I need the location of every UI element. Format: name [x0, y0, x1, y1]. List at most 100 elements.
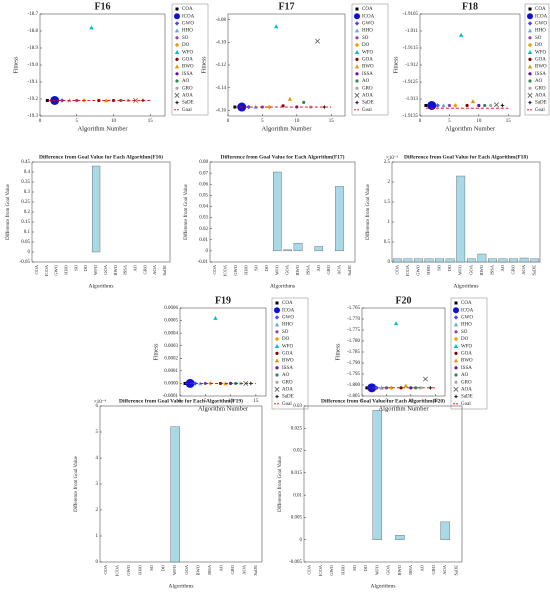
marker — [354, 21, 360, 26]
legend-label: AO — [182, 79, 190, 84]
bar — [466, 258, 476, 263]
x-tick-label: DO — [264, 264, 269, 271]
legend-label: SaDE — [362, 101, 374, 106]
marker — [275, 301, 279, 305]
marker — [355, 72, 359, 76]
x-tick-label: 0 — [361, 399, 364, 404]
marker — [322, 104, 327, 110]
legend-label: GOA — [535, 58, 546, 63]
y-axis-label: Fitness — [393, 56, 399, 74]
bar — [530, 258, 540, 263]
y-tick-label: -4.12 — [216, 63, 227, 68]
y-tick-label: 0.01 — [293, 493, 302, 498]
x-tick-label: 5 — [448, 119, 451, 124]
x-tick-label: 5 — [204, 399, 207, 404]
chart-title: F18 — [462, 1, 478, 12]
marker — [493, 102, 499, 108]
bar — [440, 521, 450, 540]
x-tick-label: ICOA — [223, 264, 228, 276]
marker — [367, 383, 377, 393]
legend-label: SaDE — [282, 395, 294, 400]
marker — [527, 92, 533, 98]
marker — [453, 336, 459, 342]
x-axis-label: Algorithms — [88, 283, 113, 289]
marker — [59, 98, 65, 103]
x-tick-label: GOA — [285, 264, 290, 274]
marker — [454, 301, 458, 305]
y-tick-label: 0 — [206, 249, 209, 254]
legend-label: WFO — [461, 344, 473, 349]
marker — [458, 32, 464, 37]
x-tick-label: BWO — [195, 564, 200, 575]
y-tick-label: -0.0001 — [163, 394, 179, 399]
marker — [274, 358, 280, 363]
x-tick-label: AO — [500, 264, 505, 271]
y-tick-label: 0.3 — [24, 190, 31, 195]
x-tick-label: COA — [394, 264, 399, 274]
marker — [274, 315, 280, 320]
y-tick-label: 0.0004 — [164, 331, 178, 336]
y-tick-label: 1 — [96, 534, 99, 539]
legend-label: GOA — [182, 58, 193, 63]
bar — [91, 165, 101, 253]
y-tick-label: -1.800 — [347, 383, 360, 388]
y-tick-label: 1.5 — [384, 200, 391, 205]
legend-label: GRO — [282, 380, 293, 385]
legend-label: BWO — [282, 359, 294, 364]
x-tick-label: DO — [161, 564, 166, 571]
marker — [527, 13, 533, 20]
x-tick-label: ICOA — [44, 264, 49, 276]
legend-label: SaDE — [461, 395, 473, 400]
y-tick-label: 2.5 — [384, 160, 391, 165]
legend-label: COA — [461, 301, 472, 306]
marker — [418, 386, 423, 390]
marker — [384, 386, 389, 390]
x-tick-label: DO — [447, 264, 452, 271]
legend-label: COA — [182, 7, 193, 12]
legend-label: DO — [362, 43, 370, 48]
y-tick-label: 0 — [388, 260, 391, 265]
legend-label: DO — [182, 43, 190, 48]
marker — [374, 385, 379, 391]
x-tick-label: AOA — [442, 564, 447, 574]
marker — [103, 98, 109, 103]
y-axis-label: Fitness — [335, 343, 341, 361]
legend-label: GRO — [535, 86, 546, 91]
legend-label: COA — [535, 7, 546, 12]
x-tick-label: HHO — [341, 564, 346, 574]
marker — [435, 103, 440, 108]
legend-label: COA — [362, 7, 373, 12]
legend-label: ICOA — [461, 308, 474, 313]
marker — [527, 100, 533, 105]
marker — [477, 103, 481, 108]
y-tick-label: -19.1 — [28, 80, 39, 85]
legend-label: HHO — [182, 29, 193, 34]
y-tick-label: 0.02 — [293, 449, 302, 454]
legend-label: WFO — [182, 50, 194, 55]
x-tick-label: BWO — [113, 264, 118, 275]
y-tick-label: 0.03 — [199, 216, 208, 221]
marker — [174, 28, 180, 33]
marker — [454, 373, 458, 377]
x-tick-label: 0 — [227, 119, 230, 124]
marker — [175, 36, 179, 40]
y-tick-label: 0.5 — [384, 240, 391, 245]
bar — [273, 171, 282, 252]
x-axis-label: Algorithm Number — [378, 405, 429, 412]
x-tick-label: ISSA — [207, 564, 212, 575]
y-tick-label: 0.0006 — [164, 306, 178, 311]
y-tick-label: 3 — [96, 482, 99, 487]
x-tick-label: ICOA — [405, 264, 410, 276]
x-tick-label: ISSA — [408, 564, 413, 575]
marker — [354, 92, 360, 98]
y-tick-label: 0 — [96, 560, 99, 565]
x-tick-label: DO — [83, 264, 88, 271]
marker — [174, 21, 180, 26]
x-tick-label: SaDE — [347, 265, 352, 276]
x-tick-label: 15 — [433, 399, 439, 404]
marker — [273, 24, 279, 29]
y-tick-label: 0.08 — [199, 160, 208, 165]
legend-label: WFO — [282, 344, 294, 349]
marker — [275, 380, 279, 384]
y-tick-label: 1 — [388, 220, 391, 225]
